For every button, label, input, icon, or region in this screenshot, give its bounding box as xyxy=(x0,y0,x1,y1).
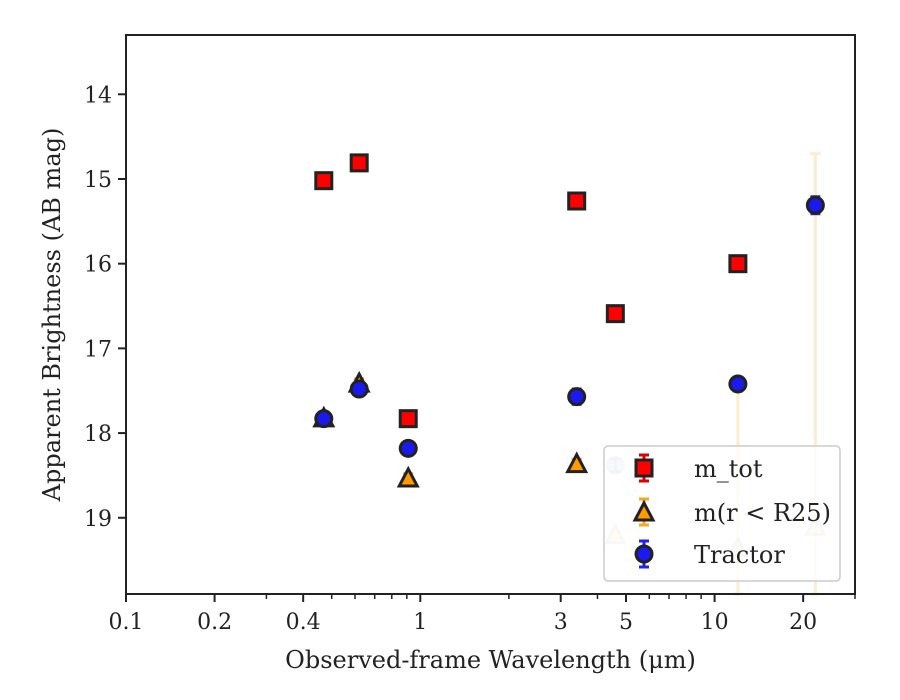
y-tick-label: 15 xyxy=(84,168,112,193)
legend-box xyxy=(603,445,841,582)
point-m-r25 xyxy=(396,465,420,488)
point-tractor xyxy=(349,379,369,399)
point-tractor xyxy=(728,374,748,394)
y-axis-label: Apparent Brightness (AB mag) xyxy=(38,128,66,503)
point-m-r25 xyxy=(565,451,589,474)
point-mtot xyxy=(605,304,625,324)
x-tick-label: 1 xyxy=(413,610,427,635)
legend-label-tractor: Tractor xyxy=(694,541,785,569)
legend-marker-tractor xyxy=(634,544,654,564)
x-axis-label: Observed-frame Wavelength (μm) xyxy=(285,646,696,674)
axis-ticks: 0.1 0.2 0.4 1 3 5 10 20 14 15 16 17 18 19 xyxy=(84,83,856,635)
y-tick-label: 16 xyxy=(84,253,112,278)
legend-label-m-r25: m(r < R25) xyxy=(694,499,831,527)
x-tick-label: 0.4 xyxy=(286,610,321,635)
y-tick-label: 18 xyxy=(84,422,112,447)
legend-label-mtot: m_tot xyxy=(694,455,763,483)
x-tick-label: 5 xyxy=(619,610,633,635)
legend: m_tot m(r < R25) Tractor xyxy=(603,445,841,582)
x-tick-label: 3 xyxy=(554,610,568,635)
y-tick-label: 17 xyxy=(84,337,112,362)
point-mtot xyxy=(314,171,334,191)
x-tick-label: 0.2 xyxy=(197,610,232,635)
point-tractor xyxy=(805,195,825,215)
point-tractor xyxy=(398,438,418,458)
point-tractor xyxy=(567,387,587,407)
point-mtot xyxy=(567,191,587,211)
x-tick-label: 0.1 xyxy=(109,610,144,635)
point-tractor xyxy=(314,409,334,429)
plot-frame xyxy=(125,34,856,595)
x-tick-label: 10 xyxy=(701,610,729,635)
legend-marker-m-r25 xyxy=(632,499,656,522)
x-tick-label: 20 xyxy=(789,610,817,635)
point-mtot xyxy=(398,409,418,429)
y-tick-label: 19 xyxy=(84,507,112,532)
legend-marker-mtot xyxy=(634,458,654,478)
point-mtot xyxy=(349,153,369,173)
point-mtot xyxy=(728,254,748,274)
y-tick-label: 14 xyxy=(84,83,112,108)
